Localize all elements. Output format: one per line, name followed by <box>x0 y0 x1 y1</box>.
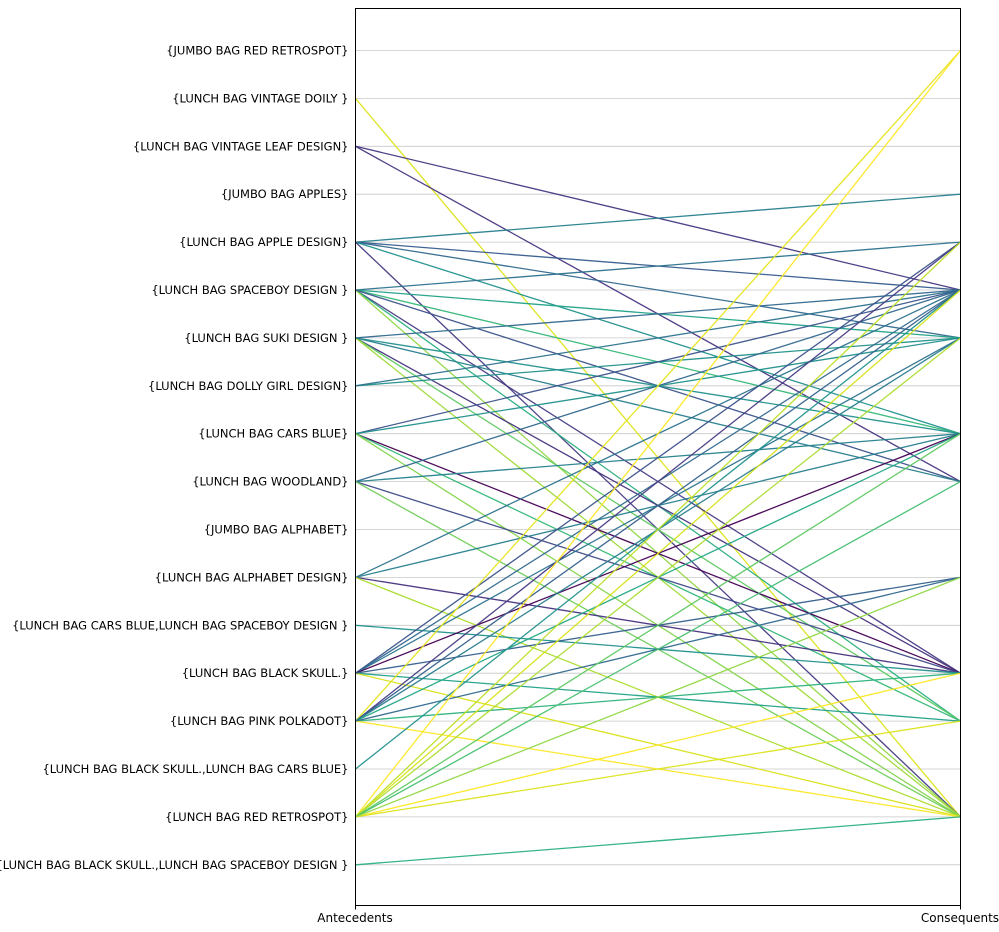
category-label: {JUMBO BAG RED RETROSPOT} <box>166 44 348 58</box>
category-label: {LUNCH BAG BLACK SKULL.,LUNCH BAG SPACEB… <box>0 858 349 872</box>
x-axis-label-consequents: Consequents <box>921 911 999 925</box>
rule-line <box>355 337 961 818</box>
category-label: {JUMBO BAG ALPHABET} <box>204 523 349 537</box>
category-label: {LUNCH BAG ALPHABET DESIGN} <box>155 570 349 584</box>
rule-line <box>355 720 961 818</box>
category-label: {LUNCH BAG DOLLY GIRL DESIGN} <box>148 379 349 393</box>
category-labels-layer: {JUMBO BAG RED RETROSPOT} {LUNCH BAG VINT… <box>0 44 349 872</box>
rule-line <box>355 576 961 818</box>
rule-line <box>355 289 961 722</box>
x-axis-label-antecedents: Antecedents <box>317 911 392 925</box>
category-label: {LUNCH BAG CARS BLUE} <box>198 427 348 441</box>
category-label: {LUNCH BAG RED RETROSPOT} <box>165 810 348 824</box>
category-label: {LUNCH BAG APPLE DESIGN} <box>179 235 348 249</box>
category-label: {LUNCH BAG SUKI DESIGN } <box>184 331 348 345</box>
rule-line <box>355 672 961 818</box>
category-label: {LUNCH BAG BLACK SKULL.,LUNCH BAG CARS B… <box>42 762 348 776</box>
rule-line <box>355 481 961 818</box>
rule-line <box>355 289 961 818</box>
rule-line <box>355 289 961 387</box>
category-label: {LUNCH BAG PINK POLKADOT} <box>170 714 349 728</box>
rule-line <box>355 193 961 243</box>
rule-line <box>355 241 961 722</box>
rule-line <box>355 241 961 674</box>
category-label: {LUNCH BAG VINTAGE DOILY } <box>172 91 348 105</box>
rule-line <box>355 289 961 339</box>
rule-line <box>355 816 961 866</box>
category-label: {LUNCH BAG VINTAGE LEAF DESIGN} <box>133 139 349 153</box>
rule-line <box>354 50 962 818</box>
plot-border <box>355 8 961 906</box>
category-label: {LUNCH BAG CARS BLUE,LUNCH BAG SPACEBOY … <box>12 618 348 632</box>
category-label: {LUNCH BAG SPACEBOY DESIGN } <box>151 283 348 297</box>
axis-ticks-layer <box>355 905 961 910</box>
category-label: {JUMBO BAG APPLES} <box>221 187 349 201</box>
category-label: {LUNCH BAG BLACK SKULL.} <box>182 666 349 680</box>
rule-line <box>355 50 961 722</box>
rule-line <box>355 241 961 818</box>
rule-line <box>355 241 961 291</box>
category-label: {LUNCH BAG WOODLAND} <box>192 475 348 489</box>
rule-line <box>355 433 961 818</box>
rule-lines-layer <box>354 50 962 866</box>
